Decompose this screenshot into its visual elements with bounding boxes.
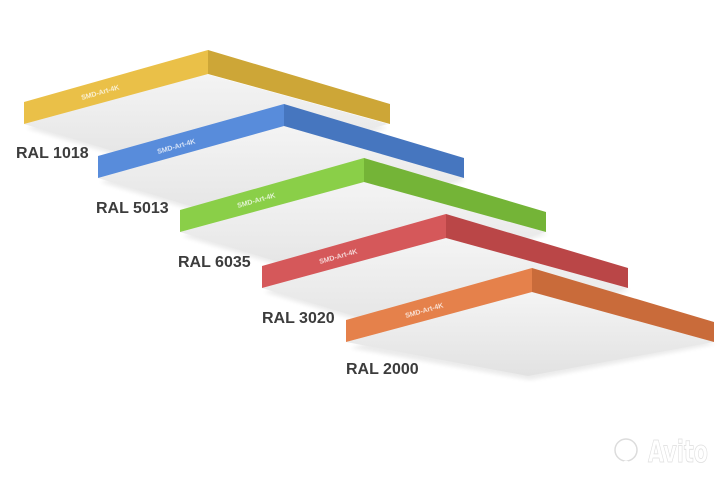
panel-bottom-face	[262, 238, 628, 342]
panel-frame-right	[208, 50, 390, 124]
panel-frame-right	[532, 268, 714, 342]
panel-bottom-face	[180, 182, 546, 286]
avito-dots-icon	[614, 436, 648, 468]
avito-watermark-text: Avito	[648, 435, 708, 470]
panel-frame-right	[446, 214, 628, 288]
panel-frame-left	[262, 214, 446, 288]
panel-frame-left	[98, 104, 284, 178]
panel-color-label: RAL 6035	[178, 254, 251, 271]
panel-color-label: RAL 1018	[16, 145, 89, 162]
panel-ral-2000: SMD-Art-4K RAL 2000	[346, 268, 716, 380]
panel-frame-right	[364, 158, 546, 232]
panel-frame-left	[24, 50, 208, 124]
panel-bottom-face	[346, 292, 714, 376]
panel-frame-right	[284, 104, 464, 178]
panel-bottom-face	[98, 126, 464, 232]
panel-frame-left	[346, 268, 532, 342]
panel-color-label: RAL 5013	[96, 200, 169, 217]
panel-frame-left	[180, 158, 364, 232]
panel-color-label: RAL 3020	[262, 310, 335, 327]
panel-color-label: RAL 2000	[346, 361, 419, 378]
avito-watermark: Avito	[614, 435, 708, 470]
panel-bottom-face	[24, 74, 388, 176]
